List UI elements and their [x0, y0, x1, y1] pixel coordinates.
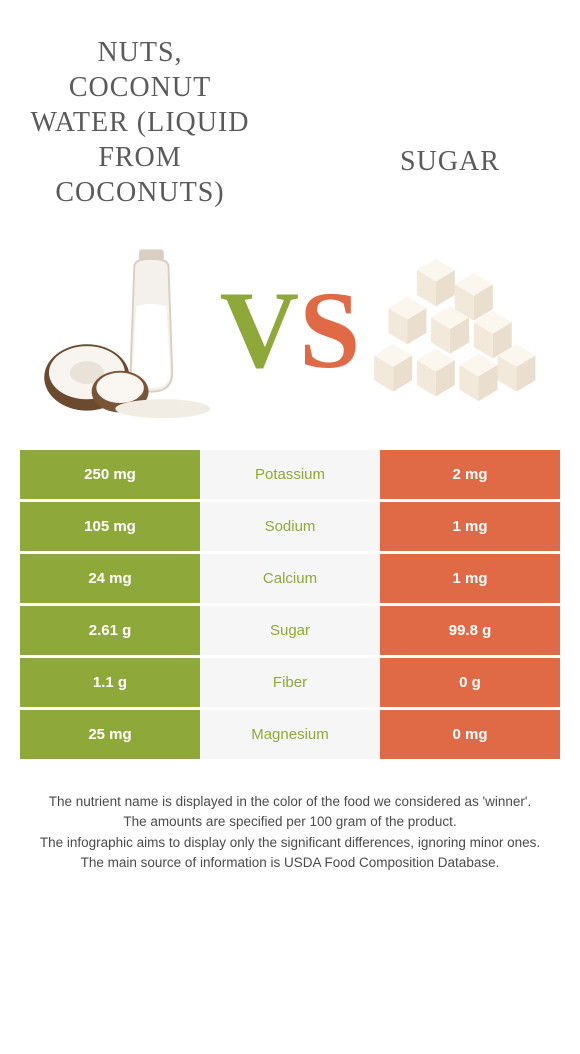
- vs-label: VS: [220, 275, 361, 385]
- value-right: 1 mg: [380, 554, 560, 606]
- nutrient-label: Sodium: [200, 502, 380, 554]
- sugar-cubes-icon: [360, 235, 550, 425]
- footer-line: The amounts are specified per 100 gram o…: [30, 812, 550, 832]
- value-right: 99.8 g: [380, 606, 560, 658]
- value-right: 0 mg: [380, 710, 560, 762]
- vs-letter-s: S: [299, 275, 360, 385]
- nutrient-label: Magnesium: [200, 710, 380, 762]
- nutrient-label: Calcium: [200, 554, 380, 606]
- value-left: 24 mg: [20, 554, 200, 606]
- nutrient-label: Fiber: [200, 658, 380, 710]
- table-row: 1.1 gFiber0 g: [20, 658, 560, 710]
- title-left: Nuts, coconut water (liquid from coconut…: [30, 35, 250, 210]
- table-row: 105 mgSodium1 mg: [20, 502, 560, 554]
- footer-notes: The nutrient name is displayed in the co…: [0, 762, 580, 873]
- footer-line: The nutrient name is displayed in the co…: [30, 792, 550, 812]
- table-row: 25 mgMagnesium0 mg: [20, 710, 560, 762]
- title-right: Sugar: [350, 144, 550, 210]
- table-row: 250 mgPotassium2 mg: [20, 450, 560, 502]
- value-left: 2.61 g: [20, 606, 200, 658]
- infographic-container: Nuts, coconut water (liquid from coconut…: [0, 0, 580, 1054]
- nutrient-label: Sugar: [200, 606, 380, 658]
- titles-row: Nuts, coconut water (liquid from coconut…: [0, 0, 580, 220]
- nutrient-table-body: 250 mgPotassium2 mg105 mgSodium1 mg24 mg…: [20, 450, 560, 762]
- coconut-image: [30, 235, 220, 425]
- value-right: 2 mg: [380, 450, 560, 502]
- value-left: 250 mg: [20, 450, 200, 502]
- value-right: 1 mg: [380, 502, 560, 554]
- table-row: 2.61 gSugar99.8 g: [20, 606, 560, 658]
- value-right: 0 g: [380, 658, 560, 710]
- images-row: VS: [0, 220, 580, 450]
- vs-letter-v: V: [220, 275, 299, 385]
- value-left: 105 mg: [20, 502, 200, 554]
- sugar-image: [360, 235, 550, 425]
- table-row: 24 mgCalcium1 mg: [20, 554, 560, 606]
- coconut-icon: [30, 235, 220, 425]
- footer-line: The main source of information is USDA F…: [30, 853, 550, 873]
- value-left: 25 mg: [20, 710, 200, 762]
- nutrient-label: Potassium: [200, 450, 380, 502]
- nutrient-table: 250 mgPotassium2 mg105 mgSodium1 mg24 mg…: [20, 450, 560, 762]
- footer-line: The infographic aims to display only the…: [30, 833, 550, 853]
- value-left: 1.1 g: [20, 658, 200, 710]
